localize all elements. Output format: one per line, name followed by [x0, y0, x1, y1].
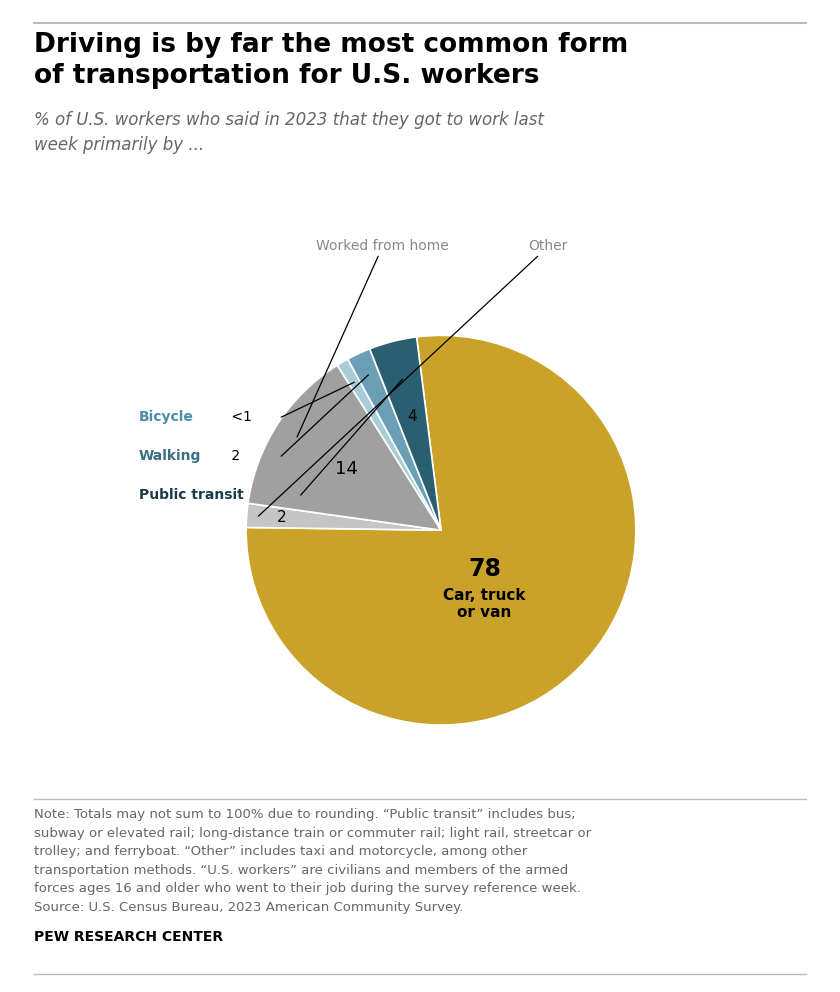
Text: Note: Totals may not sum to 100% due to rounding. “Public transit” includes bus;: Note: Totals may not sum to 100% due to …: [34, 808, 591, 914]
Text: Car, truck
or van: Car, truck or van: [444, 588, 526, 620]
Text: 78: 78: [468, 558, 501, 581]
Wedge shape: [246, 503, 441, 530]
Text: Other: Other: [259, 239, 568, 516]
Wedge shape: [348, 349, 441, 530]
Wedge shape: [248, 365, 441, 530]
Text: Worked from home: Worked from home: [297, 239, 449, 437]
Text: PEW RESEARCH CENTER: PEW RESEARCH CENTER: [34, 930, 223, 944]
Text: Bicycle: Bicycle: [139, 410, 194, 425]
Wedge shape: [338, 359, 441, 530]
Text: Walking: Walking: [139, 449, 202, 463]
Text: Driving is by far the most common form
of transportation for U.S. workers: Driving is by far the most common form o…: [34, 32, 627, 88]
Text: <1: <1: [227, 410, 251, 425]
Text: 2: 2: [227, 449, 239, 463]
Text: 4: 4: [407, 410, 417, 425]
Text: Public transit: Public transit: [139, 488, 244, 502]
Text: 14: 14: [334, 460, 358, 478]
Text: 2: 2: [277, 511, 286, 526]
Wedge shape: [246, 335, 636, 725]
Wedge shape: [370, 337, 441, 530]
Text: % of U.S. workers who said in 2023 that they got to work last
week primarily by : % of U.S. workers who said in 2023 that …: [34, 111, 543, 154]
